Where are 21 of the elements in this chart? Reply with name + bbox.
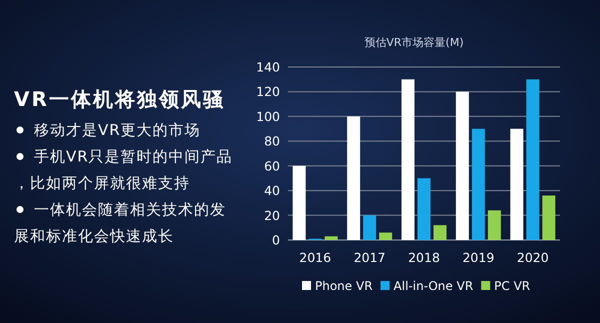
x-tick-label: 2020 [516,250,549,265]
text: 移动才是VR更大的市场 [34,121,201,139]
y-tick-label: 60 [264,158,280,174]
legend-label: Phone VR [315,279,373,293]
x-tick-label: 2018 [408,250,440,265]
legend-label: All-in-One VR [394,279,474,293]
text: VR一体机将独领风骚 [14,87,225,111]
y-tick-label: 80 [264,134,280,149]
x-tick-label: 2019 [462,250,494,265]
chart-title: 预估VR市场容量(M) [364,36,464,49]
y-tick-label: 20 [264,208,280,223]
x-tick-label: 2017 [354,250,386,265]
text: 手机VR只是暂时的中间产品，比如两个屏就很难支持 [14,148,233,192]
text: 一体机会随着相关技术的发展和标准化会快速成长 [14,200,226,245]
y-tick-label: 100 [256,108,280,124]
y-tick-label: 40 [264,183,280,198]
y-tick-label: 140 [256,60,280,74]
y-tick-label: 120 [256,84,280,100]
legend-label: PC VR [494,279,530,293]
y-tick-label: 0 [272,232,280,248]
x-tick-label: 2016 [299,250,332,265]
